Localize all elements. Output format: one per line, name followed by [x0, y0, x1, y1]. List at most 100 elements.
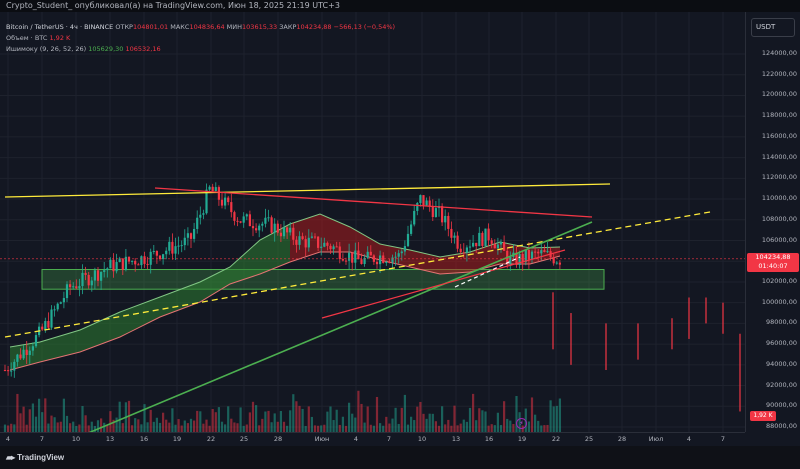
volume-bar — [149, 409, 152, 432]
volume-bar — [341, 416, 344, 432]
candle-body — [196, 217, 199, 229]
volume-bar — [338, 424, 341, 432]
price-tick-label: 90000,00 — [765, 401, 797, 410]
candle-body — [456, 235, 459, 249]
volume-bar — [351, 413, 354, 432]
candle-body — [478, 232, 481, 247]
candle-body — [363, 257, 366, 264]
candle-body — [121, 258, 124, 271]
high-label: МАКС — [170, 23, 190, 31]
volume-bar — [28, 409, 31, 432]
candle-body — [186, 233, 189, 238]
legend-symbol-row: Bitcoin / TetherUS · 4ч · BINANCE ОТКР10… — [6, 22, 395, 33]
volume-bar — [379, 423, 382, 432]
chart-area[interactable] — [0, 12, 745, 432]
candle-body — [332, 246, 335, 250]
candle-body — [171, 241, 174, 254]
candle-body — [397, 253, 400, 257]
volume-bar — [366, 406, 369, 432]
high-value: 104836,64 — [189, 23, 225, 31]
time-tick-label: 25 — [239, 435, 249, 443]
volume-badge: 1,92 K — [750, 411, 776, 421]
candle-body — [487, 228, 490, 241]
tradingview-source-icon[interactable]: ⚡ — [516, 418, 527, 429]
volume-bar — [118, 401, 121, 432]
volume-bar — [134, 418, 137, 432]
time-tick-label: 13 — [451, 435, 461, 443]
candle-body — [137, 264, 140, 266]
candle-body — [422, 195, 425, 206]
volume-bar — [444, 424, 447, 432]
candle-body — [270, 217, 273, 233]
candle-body — [472, 242, 475, 247]
volume-bar — [478, 408, 481, 432]
volume-bar — [251, 401, 255, 432]
candle-body — [555, 262, 558, 264]
ichimoku-label[interactable]: Ишимоку (9, 26, 52, 26) — [6, 45, 87, 53]
candle-body — [217, 187, 220, 200]
volume-bar — [279, 411, 282, 432]
candle-body — [233, 212, 236, 221]
volume-bar — [248, 412, 251, 432]
price-tick-label: 94000,00 — [765, 359, 797, 368]
volume-bar — [10, 423, 13, 432]
volume-bar — [75, 425, 78, 432]
time-tick-label: 7 — [386, 435, 392, 443]
volume-bar — [214, 412, 217, 432]
candle-body — [354, 250, 357, 263]
candle-body — [7, 370, 10, 372]
candle-body — [540, 250, 543, 254]
time-tick-label: 10 — [417, 435, 427, 443]
volume-value: 1,92 K — [49, 34, 71, 42]
candle-body — [140, 256, 143, 266]
candle-body — [444, 215, 447, 223]
candle-body — [149, 251, 152, 265]
change-value: −566,13 (−0,54%) — [333, 23, 396, 31]
volume-bar — [298, 405, 301, 432]
candle-body — [264, 217, 267, 224]
price-tick-label: 106000,00 — [761, 235, 797, 244]
volume-bar — [465, 421, 468, 432]
currency-button[interactable]: USDT — [751, 18, 795, 37]
candle-body — [410, 224, 413, 234]
volume-bar — [270, 422, 273, 432]
volume-bar — [385, 416, 388, 432]
volume-bar — [468, 407, 472, 432]
low-label: МИН — [226, 23, 243, 31]
candle-body — [53, 309, 56, 311]
candle-body — [276, 223, 279, 233]
volume-bar — [410, 416, 413, 432]
candle-body — [255, 228, 258, 231]
volume-bar — [180, 425, 183, 432]
symbol-name[interactable]: Bitcoin / TetherUS · 4ч · BINANCE — [6, 23, 114, 31]
volume-label[interactable]: Объем · BTC — [6, 34, 48, 42]
channel-line-red — [321, 249, 566, 319]
price-chart[interactable] — [0, 12, 745, 432]
volume-bar — [537, 420, 540, 432]
current-price-value: 104234,88 — [755, 253, 791, 261]
price-axis[interactable]: 124000,00 122000,00 120000,00 118000,00 1160… — [745, 12, 800, 432]
volume-bar — [425, 418, 428, 432]
volume-bar — [53, 417, 56, 432]
candle-body — [382, 255, 385, 263]
time-tick-label: Июн — [314, 435, 330, 443]
ichimoku-cloud-bullish — [10, 224, 290, 370]
price-tick-label: 112000,00 — [761, 173, 797, 182]
tradingview-logo[interactable]: ▰▸ TradingView — [6, 453, 64, 462]
volume-bar — [394, 407, 397, 432]
volume-bar — [25, 424, 28, 432]
candle-body — [317, 236, 320, 248]
candle-body — [484, 228, 487, 246]
candle-body — [134, 260, 137, 265]
candle-body — [537, 251, 540, 254]
bar-countdown: 01:40:07 — [758, 262, 788, 270]
candle-body — [168, 241, 171, 251]
candle-body — [468, 246, 472, 248]
candle-body — [115, 262, 118, 272]
candle-body — [78, 286, 81, 289]
price-tick-label: 100000,00 — [761, 297, 797, 306]
candle-body — [391, 257, 394, 263]
volume-bar — [224, 424, 227, 432]
time-axis[interactable]: 4 7 10 13 16 19 22 25 28 Июн 4 7 10 13 16 19 22 25 28 Июл 4 7 — [0, 432, 745, 447]
volume-bar — [155, 417, 158, 432]
